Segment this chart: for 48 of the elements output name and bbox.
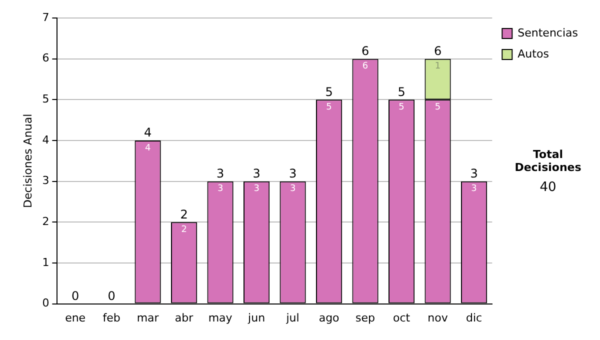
- data-label: 3: [471, 184, 477, 194]
- legend-label: Autos: [518, 47, 550, 60]
- x-tick-label: feb: [102, 311, 120, 324]
- total-label: 0: [72, 288, 80, 303]
- x-tick-label: sep: [356, 311, 376, 324]
- y-tick-label: 7: [42, 10, 50, 24]
- total-label: 2: [180, 207, 188, 222]
- total-label: 3: [252, 166, 260, 180]
- text: Total Decisiones: [514, 148, 582, 174]
- x-tick-label: jul: [285, 311, 300, 324]
- total-label: 3: [470, 166, 478, 180]
- x-tick-label: dic: [466, 311, 482, 324]
- data-label: 2: [181, 224, 187, 235]
- data-label: 6: [362, 62, 368, 72]
- y-tick-label: 0: [42, 296, 50, 310]
- y-tick-label: 5: [42, 92, 50, 106]
- data-label: 3: [217, 184, 224, 194]
- data-label: 3: [254, 184, 260, 194]
- x-tick-label: mar: [136, 311, 160, 324]
- y-tick-label: 3: [42, 174, 50, 188]
- legend-label: Sentencias: [518, 26, 578, 40]
- total-label: 3: [216, 166, 224, 180]
- total-label: 0: [108, 288, 116, 303]
- total-label: 5: [325, 84, 333, 99]
- y-tick-label: 6: [42, 52, 50, 65]
- y-tick-label: 1: [42, 256, 50, 269]
- x-tick-label: jun: [247, 311, 266, 324]
- x-tick-label: oct: [392, 311, 411, 324]
- text: 40: [538, 180, 558, 195]
- total-label: 5: [398, 84, 406, 99]
- data-label: 5: [434, 102, 441, 112]
- data-label: 4: [144, 143, 151, 154]
- data-label: 5: [398, 102, 404, 112]
- x-tick-label: may: [208, 311, 233, 324]
- x-tick-label: ene: [65, 311, 86, 324]
- y-tick-label: 4: [42, 133, 50, 146]
- total-label: 4: [144, 126, 152, 140]
- y-tick-label: 2: [42, 215, 50, 228]
- data-label: 3: [290, 184, 296, 194]
- total-label: 6: [361, 44, 370, 58]
- x-tick-label: abr: [174, 311, 194, 324]
- y-axis-title: Decisiones Anual: [21, 114, 34, 208]
- total-label: 6: [434, 44, 442, 58]
- data-label: 1: [434, 62, 441, 72]
- x-tick-label: ago: [318, 311, 340, 324]
- data-label: 5: [326, 102, 332, 112]
- total-label: 3: [288, 166, 297, 180]
- x-tick-label: nov: [428, 311, 448, 324]
